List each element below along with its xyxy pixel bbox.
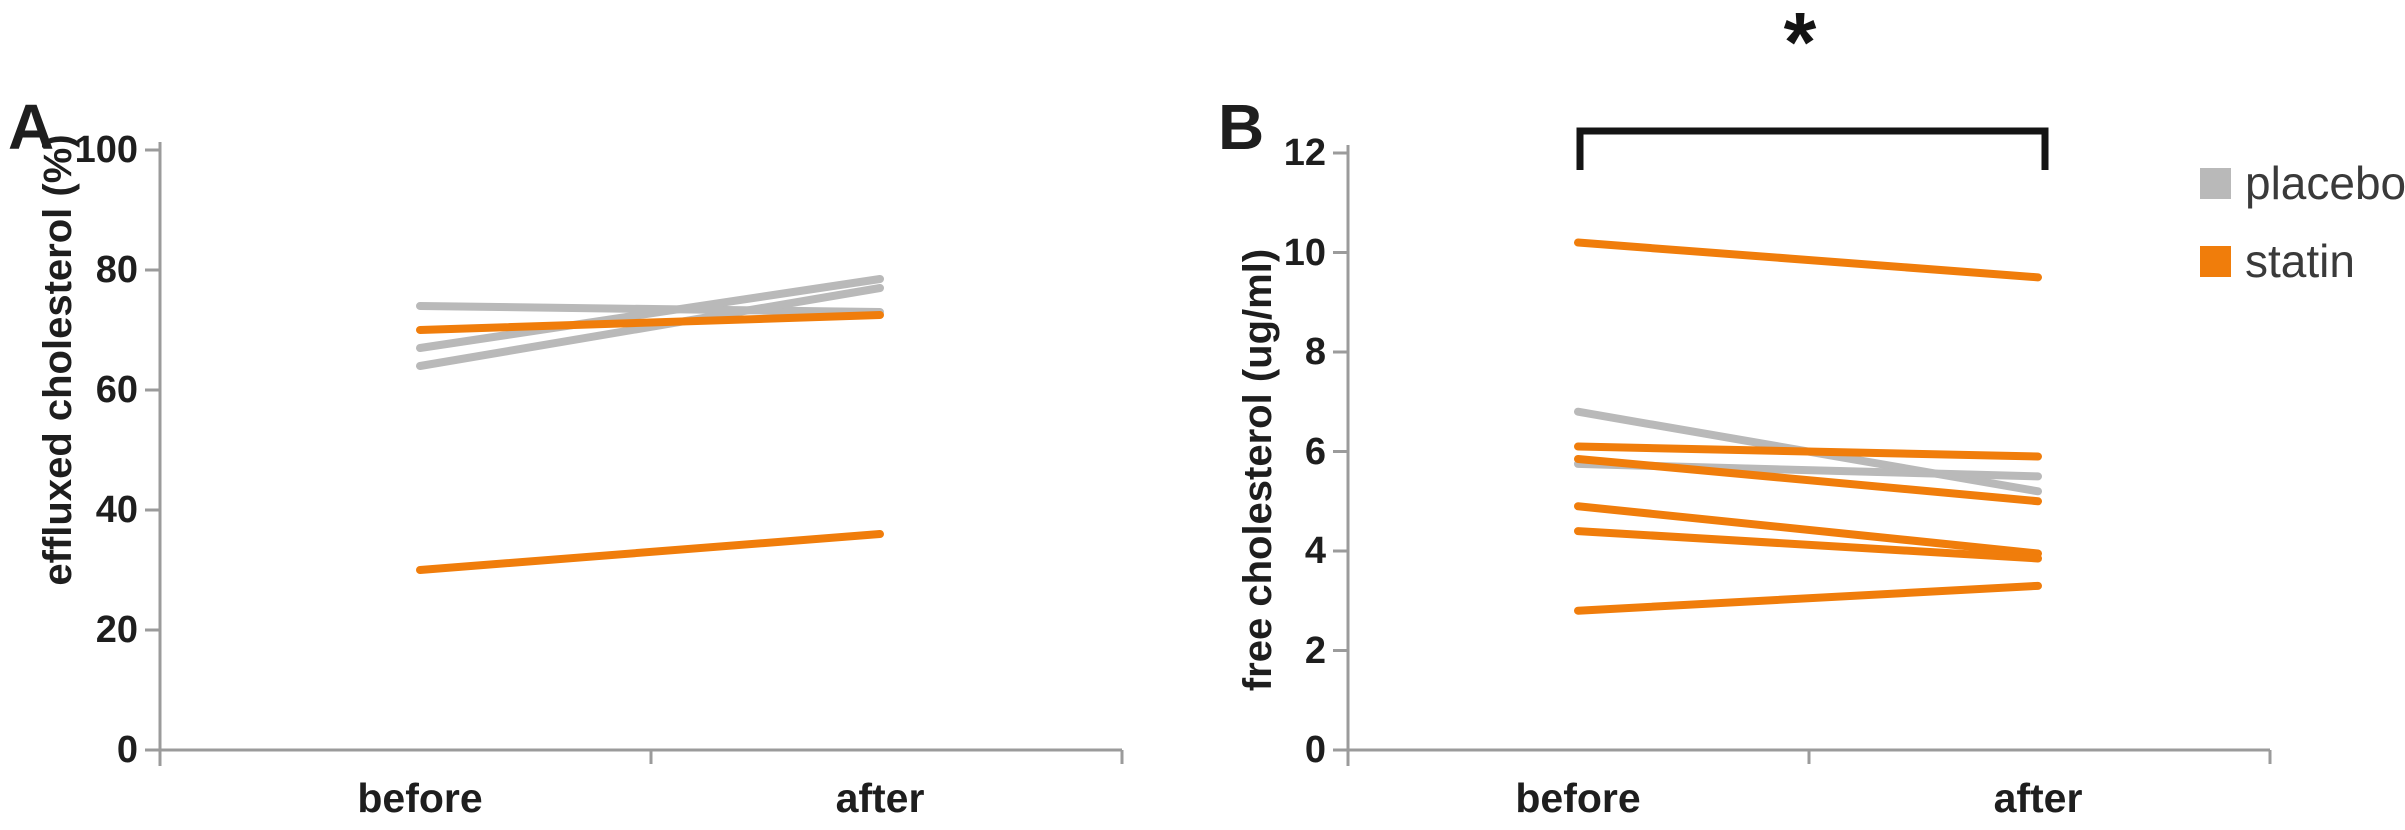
statin-color-swatch	[2200, 245, 2231, 277]
significance-asterisk: *	[1783, 0, 1817, 89]
panel-a-data-line-placebo-1	[416, 275, 884, 352]
panel-b-ytick-label-12: 12	[1283, 132, 1326, 174]
panel-b-data-line-statin-7	[1574, 581, 2042, 615]
panel-a-category-before: before	[357, 775, 483, 821]
panel-a-ytick-label-40: 40	[95, 489, 138, 531]
panel-b-ytick-label-8: 8	[1304, 331, 1326, 373]
panel-b-data-line-statin-5	[1574, 502, 2042, 558]
panel-a-y-axis-title: effluxed cholesterol (%)	[36, 134, 80, 586]
panel-a-label: A	[8, 91, 55, 163]
panel-b-category-before: before	[1515, 775, 1641, 821]
panel-a-ytick-label-20: 20	[95, 609, 138, 651]
panel-b-data-line-statin-6	[1574, 527, 2042, 563]
panel-b-ytick-label-0: 0	[1304, 729, 1326, 771]
panel-b-ytick-label-6: 6	[1304, 430, 1326, 473]
legend-item-placebo: placebo	[2200, 160, 2405, 206]
panel-b-data-line-statin-2	[1574, 238, 2042, 282]
legend-label-placebo: placebo	[2245, 157, 2405, 209]
panel-a-data-line-placebo-2	[416, 284, 884, 370]
panel-a-data-line-placebo-0	[416, 302, 884, 316]
panel-a-ytick-label-60: 60	[95, 369, 138, 411]
significance-bracket	[1576, 127, 2049, 170]
panel-a-data-line-statin-4	[416, 530, 884, 574]
panel-a-category-after: after	[835, 775, 925, 821]
placebo-color-swatch	[2200, 167, 2231, 199]
panel-a-ytick-label-80: 80	[95, 249, 138, 291]
panel-a-axes	[158, 142, 1122, 766]
panel-a-ytick-label-100: 100	[74, 129, 138, 171]
panel-b-ytick-label-4: 4	[1304, 530, 1326, 572]
panel-a-ytick-label-0: 0	[116, 729, 138, 771]
legend-label-statin: statin	[2245, 235, 2355, 287]
legend-item-statin: statin	[2200, 238, 2355, 284]
panel-b-category-after: after	[1993, 775, 2083, 821]
panel-b-label: B	[1218, 91, 1265, 163]
panel-b-ytick-label-2: 2	[1304, 629, 1326, 672]
panel-a-data-line-statin-3	[416, 311, 884, 334]
panel-b-data-line-statin-3	[1574, 442, 2042, 461]
panel-b-data-line-statin-4	[1574, 454, 2042, 506]
panel-b-ytick-label-10: 10	[1283, 231, 1326, 274]
